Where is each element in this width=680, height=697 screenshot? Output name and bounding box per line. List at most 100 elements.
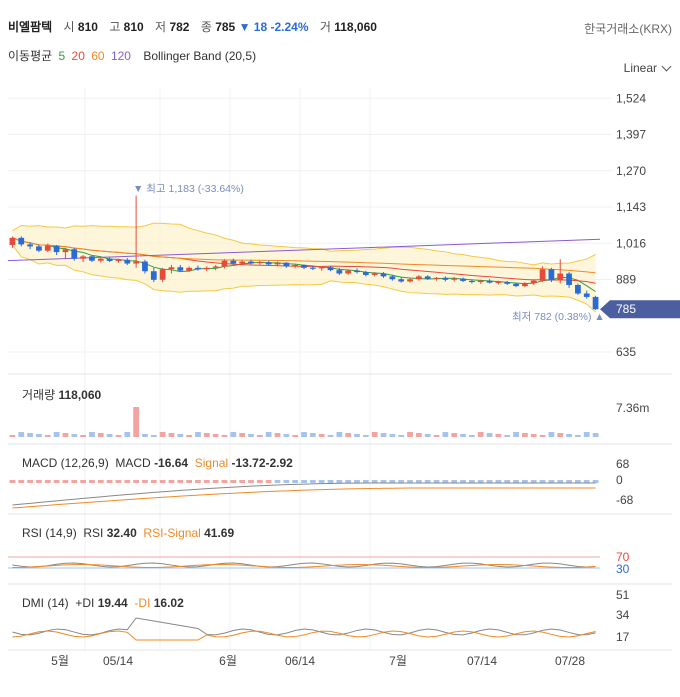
candle-body [566,273,572,285]
volume-bar [424,434,431,437]
candle-body [274,262,281,265]
volume-bar [557,433,564,437]
macd-hist-bar [592,480,599,483]
candle-body [522,283,528,287]
volume-bar [354,434,360,437]
candle-body [583,293,590,297]
macd-hist-bar [71,480,78,483]
macd-hist-bar [106,480,113,483]
macd-hist-bar [221,480,228,483]
macd-hist-bar [62,480,69,483]
candle-body [71,249,78,259]
volume-bar [9,435,16,437]
volume-bar [469,435,475,437]
macd-hist-bar [389,480,396,483]
candle-body [362,272,369,275]
macd-hist-bar [504,480,511,483]
volume-bar [203,433,210,437]
volume-value: 118,060 [334,20,377,34]
candle-body [292,264,299,267]
macd-axis-label: -68 [616,493,634,507]
rsi-signal-name: RSI-Signal [143,526,201,540]
macd-hist-bar [371,480,378,483]
candle-body [451,278,458,280]
volume-bar [504,435,511,437]
volume-bar [195,432,201,437]
rsi-name: RSI [83,526,104,540]
volume-bar [186,435,193,437]
volume-panel-value: 118,060 [58,388,102,402]
candle-body [575,284,581,294]
macd-line [12,482,596,506]
volume-bar [133,407,139,437]
volume-bar [239,433,246,437]
candle-body [159,269,166,280]
time-tick-label: 06/14 [285,654,315,668]
volume-bar [44,435,51,437]
volume-bar [592,433,599,437]
scale-value: Linear [623,61,657,75]
annotations: ▼ 최고 1,183 (-33.64%) 최저 782 (0.38%) ▲ 785 [133,183,680,323]
volume-bar [433,435,440,437]
volume-bar [495,434,502,437]
macd-hist-bar [18,480,25,483]
candle-body [389,276,396,280]
macd-hist-bar [433,480,440,483]
macd-axis-label: 0 [616,473,623,487]
macd-hist-bar [124,480,131,483]
macd-hist-bar [230,480,237,483]
price-tick-label: 1,397 [616,128,646,142]
macd-hist-bar [133,480,139,483]
macd-hist-bar [256,480,263,483]
candle-body [380,273,387,277]
candle-body [460,278,466,281]
macd-hist-bar [159,480,166,483]
rsi-value: 32.40 [106,526,137,540]
volume-axis-label: 7.36m [616,401,649,415]
candle-body [309,267,316,269]
mdi-name: -DI [134,596,151,610]
ma-20[interactable]: 20 [71,49,85,63]
macd-hist-bar [548,480,555,483]
macd-name: MACD [115,456,151,470]
volume-bar [566,434,572,437]
candle-body [248,261,254,264]
candle-body [186,267,193,271]
ma-120-line [7,238,601,262]
macd-hist-bar [9,480,16,483]
ma-120[interactable]: 120 [110,49,131,63]
volume-bar [62,433,69,437]
scale-dropdown[interactable]: Linear [623,61,672,75]
candle-body [424,276,431,279]
volume-bar [327,435,334,437]
macd-hist-bar [239,480,246,483]
volume-bar [177,434,184,437]
candle-body [442,277,449,280]
open-label: 시 [63,20,75,34]
candle-body [407,279,413,282]
candle-body [239,261,246,264]
volume-bar [221,435,228,437]
hist-value: -2.92 [265,456,293,470]
volume-bar [380,433,387,437]
candle-body [18,237,25,245]
time-tick-label: 6월 [219,654,237,668]
macd-hist-bar [318,480,325,483]
current-price-value: 785 [616,302,636,316]
bollinger-label[interactable]: Bollinger Band (20,5) [143,49,257,63]
volume-panel-label: 거래량 118,060 [22,386,101,403]
candle-body [212,266,219,268]
macd-hist-bar [442,480,449,483]
candle-body [203,267,210,270]
candle-body [327,267,334,271]
macd-hist-bar [265,480,272,483]
ma-5[interactable]: 5 [58,49,66,63]
volume-bar [477,432,484,437]
pdi-name: +DI [75,596,95,610]
volume-label: 거 [319,20,331,34]
ma-60[interactable]: 60 [91,49,105,63]
volume-bar [548,432,555,437]
high-value: 810 [123,20,144,34]
